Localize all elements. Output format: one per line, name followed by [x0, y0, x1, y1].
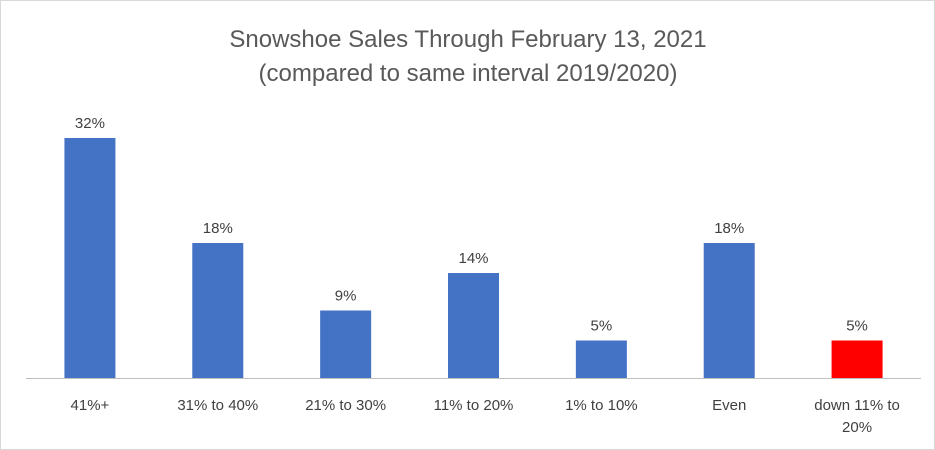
x-tick-label: 41%+	[71, 397, 110, 414]
data-labels-group: 32% 18% 9% 14% 5% 18% 5%	[75, 115, 868, 335]
bar	[192, 243, 244, 378]
bar	[575, 340, 627, 378]
data-label: 18%	[714, 220, 744, 237]
x-tick-label: 11% to 20%	[434, 397, 514, 414]
x-tick-label: down 11% to 20%	[814, 397, 900, 436]
bars-group	[64, 138, 883, 378]
bar	[703, 243, 755, 378]
x-tick-label: Even	[712, 397, 746, 414]
chart-subtitle: (compared to same interval 2019/2020)	[259, 60, 678, 87]
data-label: 9%	[335, 288, 357, 305]
x-tick-labels-group: 41%+ 31% to 40% 21% to 30% 11% to 20% 1% to …	[71, 397, 900, 436]
chart-title: Snowshoe Sales Through February 13, 2021	[229, 26, 706, 53]
data-label: 5%	[846, 318, 868, 335]
bar	[448, 273, 499, 378]
x-tick-label: 1% to 10%	[565, 397, 638, 414]
data-label: 18%	[203, 220, 233, 237]
x-tick-label: 31% to 40%	[177, 397, 258, 414]
bar	[64, 138, 116, 378]
data-label: 5%	[591, 318, 613, 335]
bar	[320, 310, 372, 378]
x-tick-label: 21% to 30%	[305, 397, 386, 414]
bar	[831, 340, 883, 378]
data-label: 14%	[458, 250, 488, 267]
data-label: 32%	[75, 115, 105, 132]
